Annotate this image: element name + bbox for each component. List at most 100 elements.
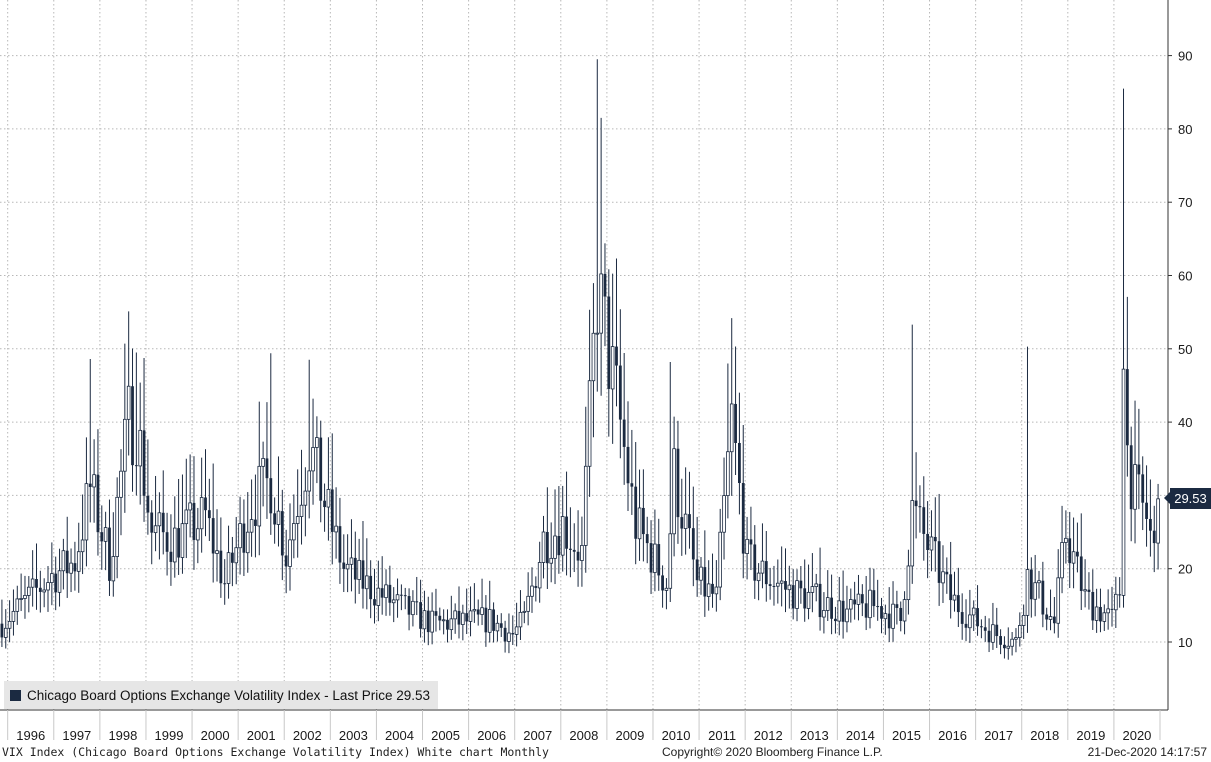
candle-body — [726, 451, 730, 497]
candle-body — [307, 470, 312, 492]
candle-body — [54, 573, 58, 593]
candle-body — [711, 583, 714, 594]
candle-body — [722, 495, 726, 533]
candle-body — [729, 403, 734, 453]
x-tick-label: 1999 — [155, 728, 184, 743]
candle-body — [822, 610, 826, 618]
candle-body — [549, 557, 553, 564]
candle-body — [422, 610, 427, 630]
candle-body — [534, 586, 538, 588]
candle-body — [979, 626, 983, 628]
x-tick-label: 1998 — [108, 728, 137, 743]
candle-body — [1003, 644, 1006, 649]
candle-body — [126, 385, 131, 420]
candle-body — [991, 624, 995, 643]
candle-body — [848, 599, 853, 610]
candle-body — [511, 633, 515, 635]
candle-body — [699, 566, 703, 581]
candle-body — [234, 547, 239, 564]
x-tick-label: 2006 — [477, 728, 506, 743]
candle-body — [526, 595, 530, 612]
candle-body — [522, 610, 527, 613]
candle-body — [610, 346, 615, 390]
x-tick-label: 2001 — [247, 728, 276, 743]
candle-body — [791, 585, 795, 609]
candle-body — [399, 594, 403, 596]
candle-body — [292, 523, 296, 541]
candle-body — [261, 458, 265, 467]
x-tick-label: 2009 — [615, 728, 644, 743]
candle-body — [215, 550, 219, 554]
x-tick-label: 2011 — [708, 728, 736, 743]
candle-body — [818, 583, 822, 618]
candle-body — [1006, 645, 1011, 649]
candle-body — [929, 536, 934, 551]
candle-body — [223, 583, 227, 585]
candle-body — [219, 550, 223, 584]
candle-body — [1152, 530, 1156, 544]
x-tick-label: 1996 — [16, 728, 45, 743]
candle-body — [976, 608, 979, 627]
candle-body — [714, 586, 719, 595]
candle-body — [653, 543, 657, 573]
candle-body — [319, 437, 323, 501]
candle-body — [276, 510, 281, 525]
candle-body — [61, 550, 66, 572]
candle-body — [100, 532, 104, 542]
candle-body — [430, 610, 434, 633]
plot-area — [0, 0, 1168, 710]
candle-body — [595, 332, 600, 335]
candle-body — [799, 580, 803, 589]
candle-body — [1087, 589, 1091, 592]
candle-body — [361, 560, 365, 589]
candle-body — [922, 507, 926, 534]
candle-body — [668, 533, 673, 589]
candle-body — [15, 598, 20, 612]
candle-body — [415, 601, 419, 603]
candle-body — [273, 513, 277, 525]
candle-body — [180, 523, 185, 558]
candle-body — [683, 513, 688, 529]
candle-body — [380, 588, 384, 598]
x-tick-label: 2002 — [293, 728, 322, 743]
candle-body — [338, 526, 342, 563]
candle-body — [634, 486, 638, 539]
candle-body — [880, 606, 883, 619]
candle-body — [1014, 637, 1018, 640]
legend-swatch — [10, 689, 21, 701]
candle-body — [691, 528, 695, 560]
candle-body — [73, 563, 77, 572]
candle-body — [806, 591, 811, 609]
candle-body — [960, 612, 964, 624]
candle-body — [226, 552, 231, 584]
candle-body — [745, 538, 749, 554]
x-tick-label: 2007 — [523, 728, 552, 743]
candle-body — [384, 584, 388, 599]
candle-body — [1106, 608, 1110, 614]
candle-body — [795, 580, 799, 609]
candle-body — [565, 516, 568, 549]
candle-body — [768, 584, 772, 586]
x-tick-label: 2017 — [984, 728, 1013, 743]
candle-body — [88, 483, 92, 487]
candle-body — [1056, 577, 1061, 624]
candle-body — [161, 512, 165, 533]
candle-body — [1091, 591, 1095, 621]
candle-body — [541, 531, 546, 563]
x-tick-label: 2012 — [754, 728, 783, 743]
candle-body — [426, 610, 430, 633]
candle-body — [249, 519, 254, 533]
candle-body — [868, 589, 872, 619]
candle-body — [1102, 612, 1107, 622]
candle-body — [553, 535, 557, 559]
candle-body — [403, 595, 407, 597]
candle-body — [876, 606, 880, 608]
x-tick-label: 2016 — [938, 728, 967, 743]
candle-body — [576, 551, 580, 561]
candle-body — [108, 527, 111, 581]
candle-body — [779, 580, 784, 584]
candle-body — [238, 523, 242, 549]
candle-body — [1118, 594, 1122, 596]
candle-body — [0, 623, 4, 638]
candle-body — [622, 419, 626, 447]
